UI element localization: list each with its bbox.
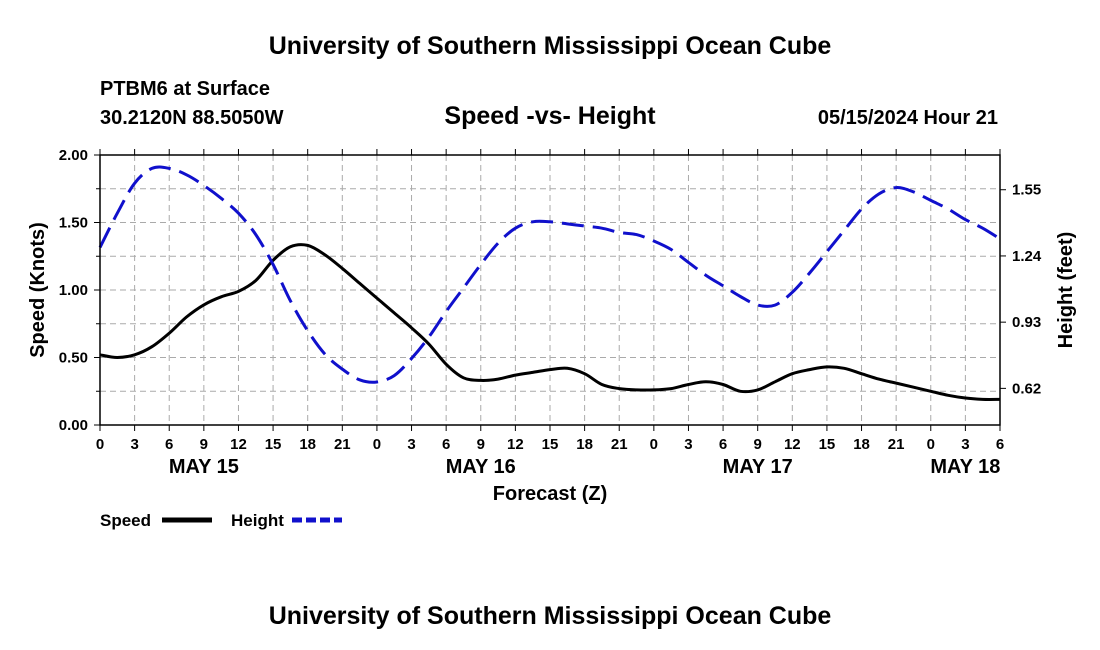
x-tick-label: 3 <box>130 436 138 453</box>
axes-ticks: 0 3 6 9 12 15 18 21 0 3 6 9 12 15 18 21 0 3 6 9 12 15 18 21 0 3 6 0… <box>59 147 1042 478</box>
chart-title: Speed -vs- Height <box>444 102 656 130</box>
x-tick-label: 3 <box>961 436 969 453</box>
station-coords: 30.2120N 88.5050W <box>100 107 284 129</box>
x-tick-label: 0 <box>927 436 935 453</box>
date-label: MAY 15 <box>169 456 239 478</box>
y2-tick-label: 0.93 <box>1012 314 1041 331</box>
page-title: University of Southern Mississippi Ocean… <box>269 32 832 60</box>
x-tick-label: 9 <box>200 436 208 453</box>
x-tick-label: 15 <box>265 436 282 453</box>
legend-height-label: Height <box>231 511 284 530</box>
x-tick-label: 6 <box>165 436 173 453</box>
x-tick-label: 6 <box>996 436 1004 453</box>
y-tick-label: 1.00 <box>59 282 88 299</box>
y2-tick-label: 1.55 <box>1012 182 1041 199</box>
x-tick-label: 0 <box>650 436 658 453</box>
y-tick-label: 1.50 <box>59 215 88 232</box>
forecast-datetime: 05/15/2024 Hour 21 <box>818 107 998 129</box>
x-tick-label: 18 <box>576 436 593 453</box>
x-tick-label: 12 <box>784 436 801 453</box>
x-tick-label: 0 <box>373 436 381 453</box>
x-tick-label: 6 <box>442 436 450 453</box>
y-tick-label: 2.00 <box>59 147 88 164</box>
x-tick-label: 9 <box>754 436 762 453</box>
x-tick-label: 6 <box>719 436 727 453</box>
x-axis-label: Forecast (Z) <box>493 483 607 505</box>
speed-line <box>99 243 1001 401</box>
station-label: PTBM6 at Surface <box>100 78 270 100</box>
y2-tick-label: 0.62 <box>1012 380 1041 397</box>
x-tick-label: 3 <box>407 436 415 453</box>
legend: Speed Height <box>100 511 342 530</box>
y-axis-label: Speed (Knots) <box>27 222 49 358</box>
x-tick-label: 21 <box>334 436 351 453</box>
x-tick-label: 18 <box>853 436 870 453</box>
date-label: MAY 18 <box>930 456 1000 478</box>
series-lines <box>98 165 1001 401</box>
x-tick-label: 9 <box>477 436 485 453</box>
y2-tick-label: 1.24 <box>1012 248 1042 265</box>
x-tick-label: 21 <box>888 436 905 453</box>
date-label: MAY 16 <box>446 456 516 478</box>
footer-title: University of Southern Mississippi Ocean… <box>269 602 832 630</box>
x-tick-label: 12 <box>230 436 247 453</box>
x-tick-label: 3 <box>684 436 692 453</box>
y-tick-label: 0.50 <box>59 350 88 367</box>
grid-lines <box>99 154 1001 426</box>
y-tick-label: 0.00 <box>59 417 88 434</box>
y2-axis-label: Height (feet) <box>1055 232 1077 349</box>
x-tick-label: 15 <box>542 436 559 453</box>
x-tick-label: 18 <box>299 436 316 453</box>
height-line <box>98 165 1001 384</box>
x-tick-label: 15 <box>819 436 836 453</box>
x-tick-label: 0 <box>96 436 104 453</box>
date-label: MAY 17 <box>723 456 793 478</box>
x-tick-label: 12 <box>507 436 524 453</box>
legend-speed-label: Speed <box>100 511 151 530</box>
x-tick-label: 21 <box>611 436 628 453</box>
